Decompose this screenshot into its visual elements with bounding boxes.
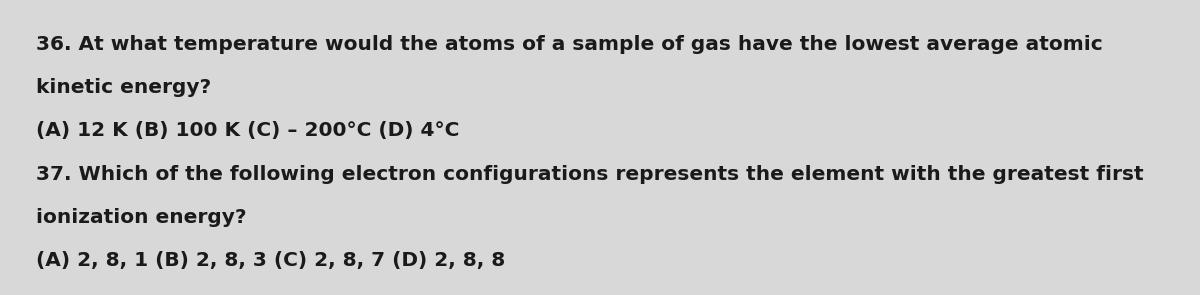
Text: ionization energy?: ionization energy? (36, 208, 246, 227)
Text: (A) 12 K (B) 100 K (C) – 200°C (D) 4°C: (A) 12 K (B) 100 K (C) – 200°C (D) 4°C (36, 121, 460, 140)
Text: (A) 2, 8, 1 (B) 2, 8, 3 (C) 2, 8, 7 (D) 2, 8, 8: (A) 2, 8, 1 (B) 2, 8, 3 (C) 2, 8, 7 (D) … (36, 251, 505, 270)
Text: 36. At what temperature would the atoms of a sample of gas have the lowest avera: 36. At what temperature would the atoms … (36, 35, 1103, 54)
Text: kinetic energy?: kinetic energy? (36, 78, 211, 97)
Text: 37. Which of the following electron configurations represents the element with t: 37. Which of the following electron conf… (36, 165, 1144, 184)
